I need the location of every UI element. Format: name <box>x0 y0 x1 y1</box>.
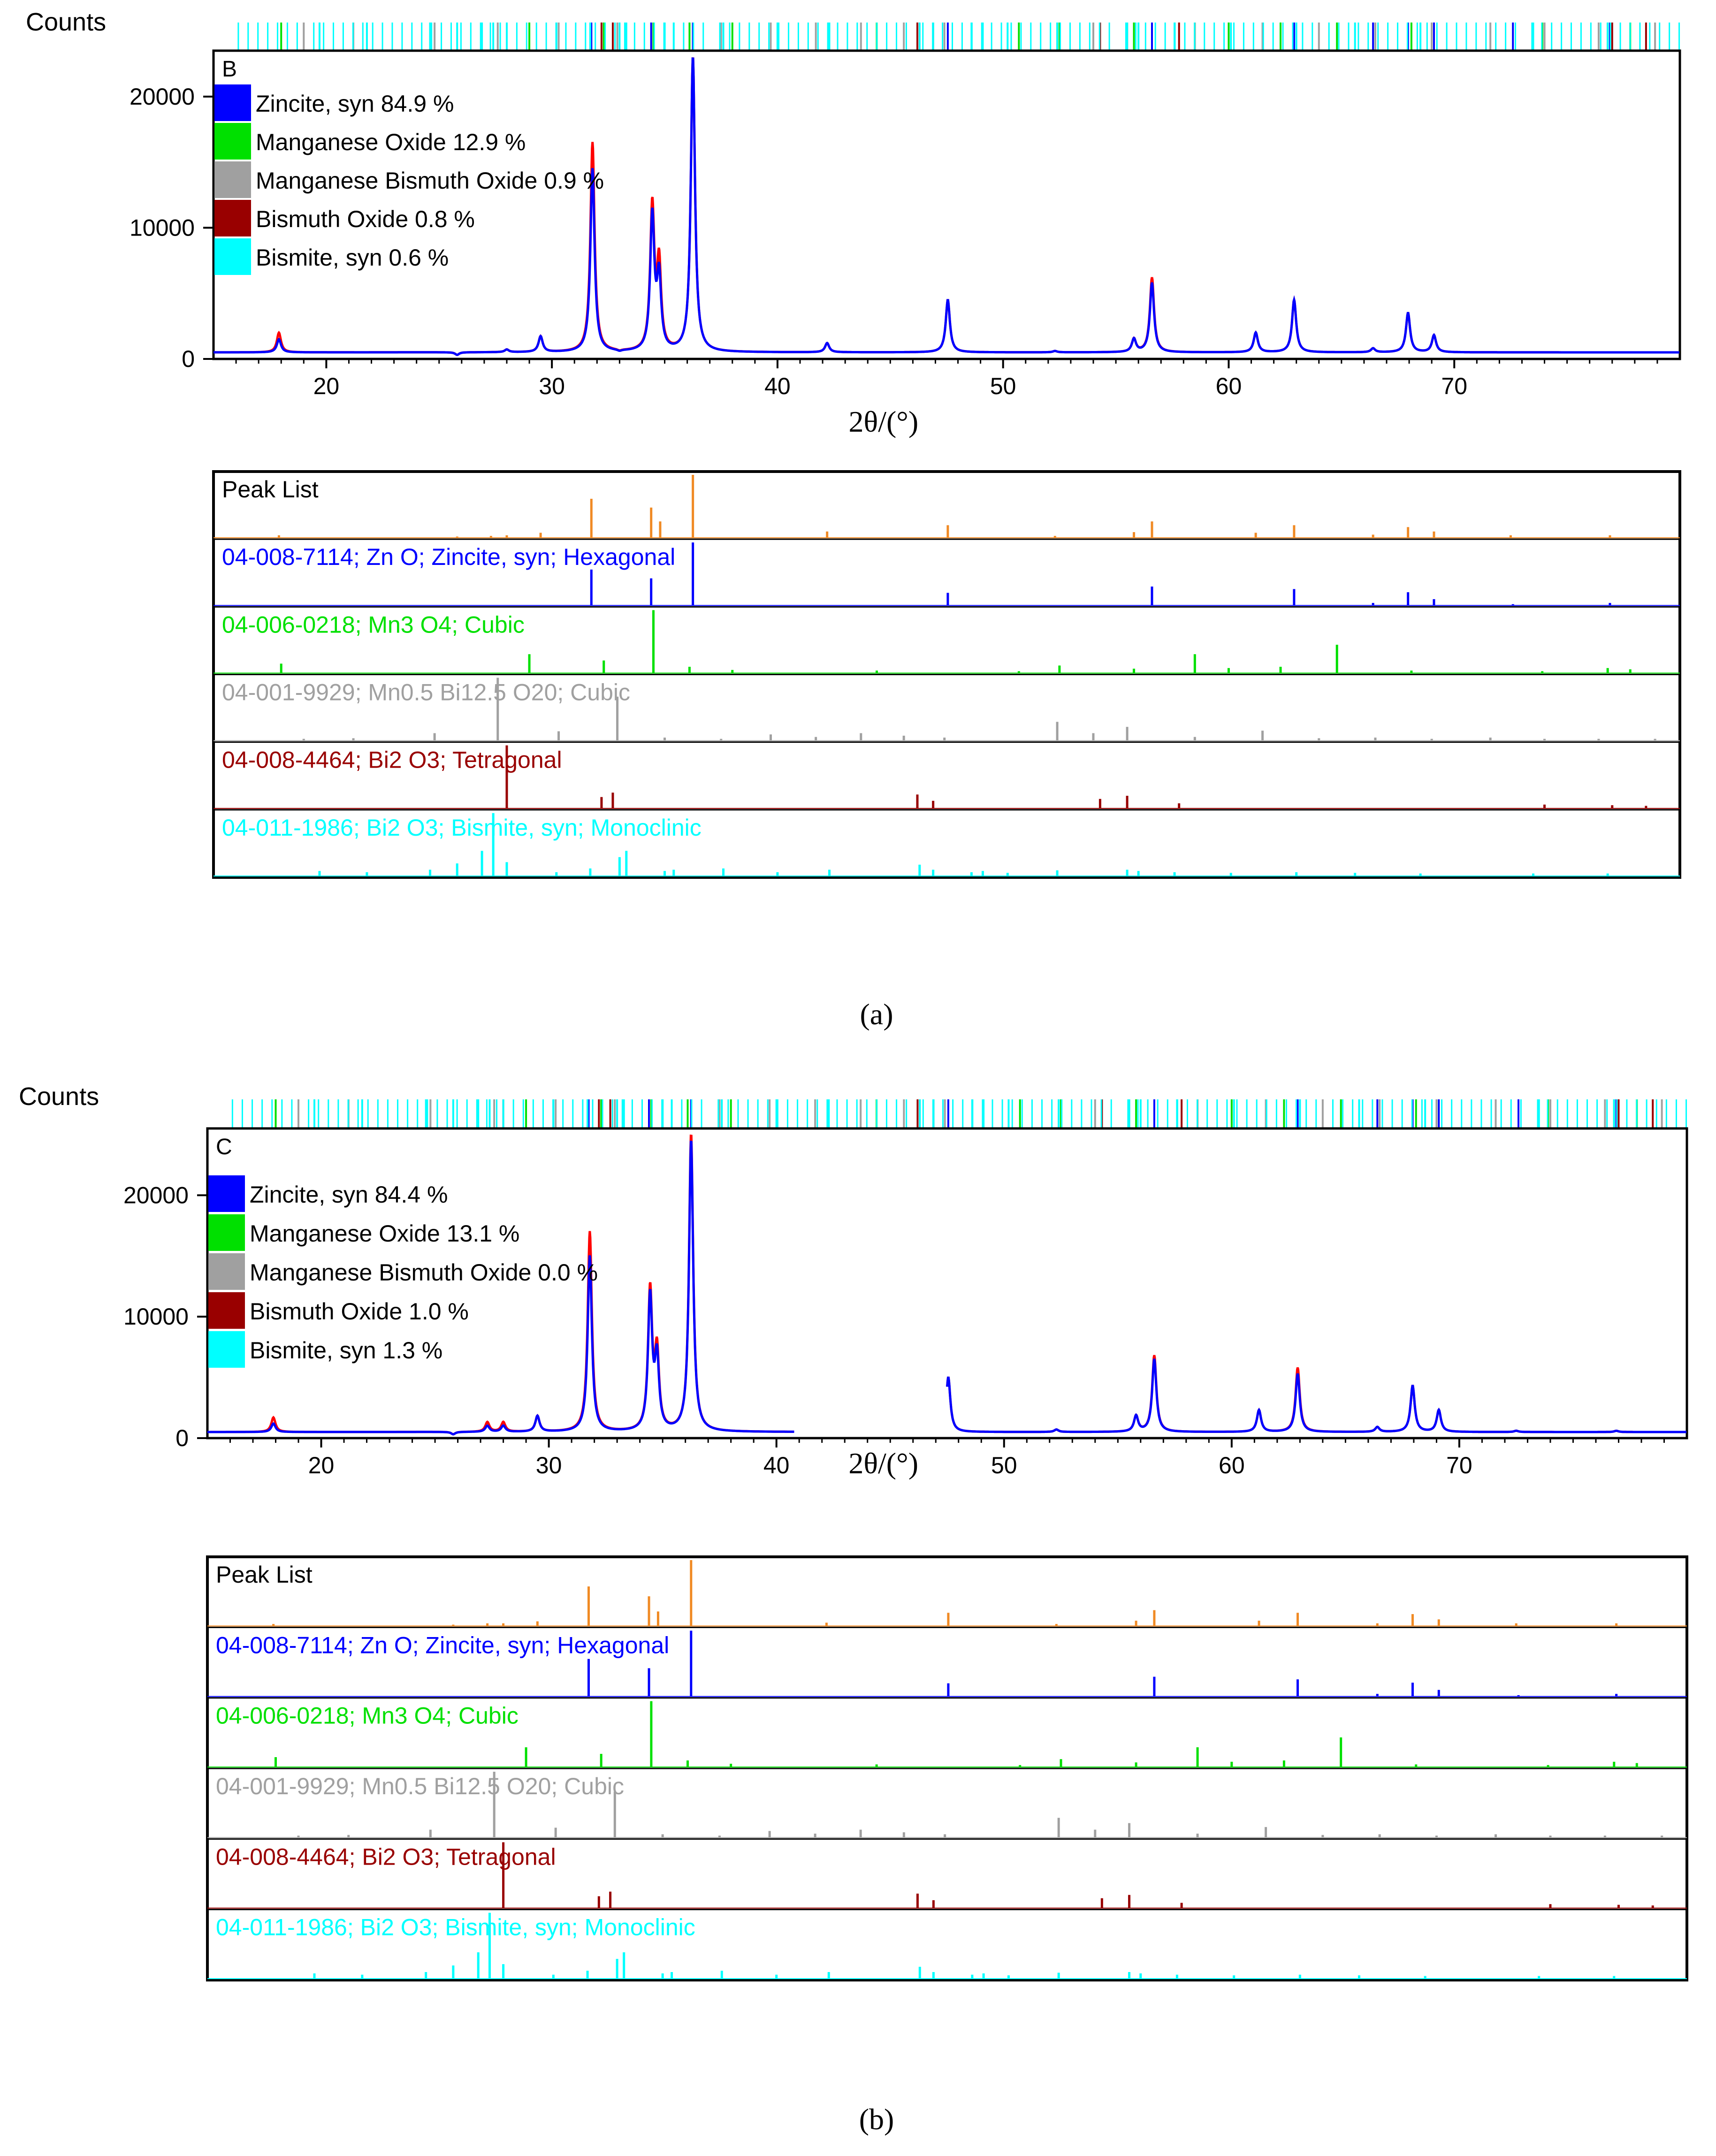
panel-id: B <box>222 57 237 82</box>
x-tick-label: 30 <box>539 373 565 399</box>
legend-entry: Zincite, syn 84.4 % <box>250 1181 448 1208</box>
panel-id: C <box>216 1135 232 1159</box>
x-tick-label: 60 <box>1219 1452 1245 1478</box>
y-tick-label: 10000 <box>130 214 195 241</box>
legend-swatch <box>208 1175 245 1212</box>
caption-a: (a) <box>860 998 893 1031</box>
legend-entry: Manganese Bismuth Oxide 0.0 % <box>250 1259 598 1286</box>
legend-entry: Bismite, syn 0.6 % <box>256 244 449 271</box>
y-axis-title: Counts <box>26 8 106 36</box>
legend-entry: Manganese Oxide 13.1 % <box>250 1220 519 1247</box>
x-tick-label: 50 <box>990 373 1016 399</box>
x-tick-label: 40 <box>764 373 791 399</box>
x-tick-label: 30 <box>536 1452 562 1478</box>
calculated-profile <box>214 57 1679 356</box>
plot-frame <box>206 1127 1688 1440</box>
calculated-profile <box>207 1141 794 1436</box>
x-tick-label: 60 <box>1216 373 1242 399</box>
reference-label: Peak List <box>216 1562 313 1588</box>
phase-stick-strip <box>231 1099 1687 1128</box>
legend-swatch <box>214 200 251 236</box>
reference-panel: Peak List 04-008-7114; Zn O; Zincite, syn… <box>212 470 1681 879</box>
x-tick-label: 20 <box>308 1452 335 1478</box>
reference-panel: Peak List 04-008-7114; Zn O; Zincite, syn… <box>206 1555 1688 1981</box>
legend-entry: Bismuth Oxide 0.8 % <box>256 206 475 232</box>
reference-label: 04-008-7114; Zn O; Zincite, syn; Hexagon… <box>216 1632 669 1658</box>
x-tick-label: 20 <box>313 373 340 399</box>
legend: Zincite, syn 84.4 % Manganese Oxide 13.1 … <box>208 1175 598 1368</box>
y-tick-label: 0 <box>175 1425 189 1451</box>
reference-label: Peak List <box>222 476 319 503</box>
legend-swatch <box>214 161 251 198</box>
reference-label: 04-008-7114; Zn O; Zincite, syn; Hexagon… <box>222 544 675 570</box>
plot-frame <box>212 49 1681 360</box>
reference-label: 04-006-0218; Mn3 O4; Cubic <box>216 1703 519 1729</box>
y-tick-label: 0 <box>182 346 195 372</box>
y-axis-title: Counts <box>19 1082 99 1111</box>
y-tick-label: 20000 <box>130 84 195 110</box>
x-tick-label: 70 <box>1441 373 1467 399</box>
legend-entry: Manganese Oxide 12.9 % <box>256 129 526 155</box>
x-axis-title: 2θ/(°) <box>848 1447 918 1480</box>
figure-b-panel: Counts C 0 10000 20000 20 30 40 50 60 70 2θ/(°) Zinc… <box>19 1082 1688 1981</box>
observed-profile <box>946 1355 1686 1433</box>
reference-label: 04-006-0218; Mn3 O4; Cubic <box>222 611 525 638</box>
legend-swatch <box>214 84 251 121</box>
legend-entry: Bismite, syn 1.3 % <box>250 1337 442 1364</box>
x-tick-label: 40 <box>763 1452 790 1478</box>
legend-swatch <box>208 1331 245 1368</box>
legend-swatch <box>208 1292 245 1329</box>
x-tick-label: 50 <box>991 1452 1017 1478</box>
reference-label: 04-011-1986; Bi2 O3; Bismite, syn; Monoc… <box>222 815 702 841</box>
legend-entry: Bismuth Oxide 1.0 % <box>250 1298 469 1325</box>
legend-swatch <box>214 123 251 160</box>
y-tick-label: 20000 <box>123 1182 189 1208</box>
legend-swatch <box>208 1253 245 1290</box>
legend-swatch <box>208 1214 245 1251</box>
reference-label: 04-008-4464; Bi2 O3; Tetragonal <box>222 747 562 773</box>
reference-label: 04-001-9929; Mn0.5 Bi12.5 O20; Cubic <box>222 679 630 706</box>
caption-b: (b) <box>859 2103 894 2136</box>
calculated-profile <box>946 1358 1686 1433</box>
reference-label: 04-001-9929; Mn0.5 Bi12.5 O20; Cubic <box>216 1773 624 1799</box>
legend-swatch <box>214 238 251 275</box>
x-tick-label: 70 <box>1446 1452 1472 1478</box>
legend-entry: Manganese Bismuth Oxide 0.9 % <box>256 168 604 194</box>
y-tick-label: 10000 <box>123 1303 189 1330</box>
reference-label: 04-008-4464; Bi2 O3; Tetragonal <box>216 1844 556 1870</box>
legend-entry: Zincite, syn 84.9 % <box>256 91 454 117</box>
x-axis-title: 2θ/(°) <box>849 405 919 438</box>
phase-stick-strip <box>237 23 1680 52</box>
legend: Zincite, syn 84.9 % Manganese Oxide 12.9 … <box>214 84 604 275</box>
figure-a-panel: Counts B 0 10000 20000 20 30 40 50 60 70 2θ/(°) Zinc… <box>26 8 1681 879</box>
reference-label: 04-011-1986; Bi2 O3; Bismite, syn; Monoc… <box>216 1914 695 1941</box>
